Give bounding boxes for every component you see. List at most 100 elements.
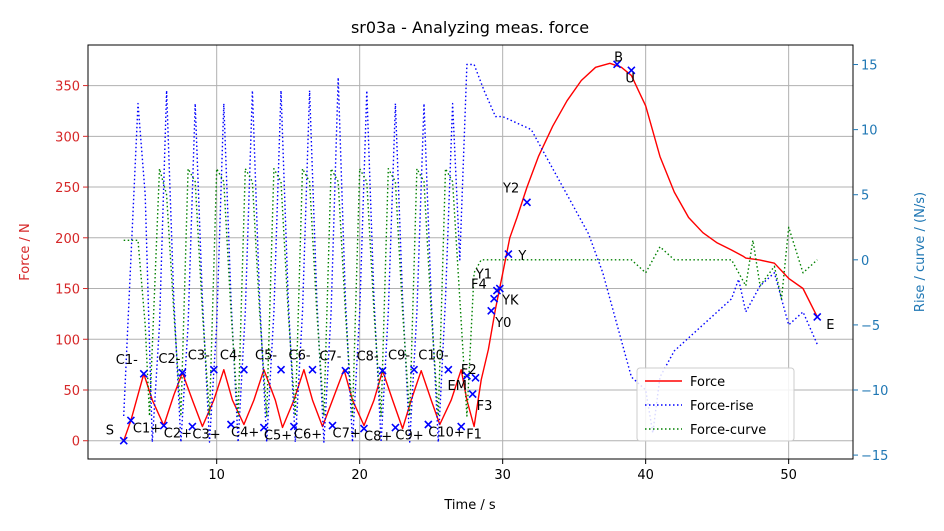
point-marker bbox=[612, 60, 622, 69]
point-label: C4+ bbox=[231, 426, 259, 441]
point-label: F1 bbox=[466, 428, 482, 443]
legend-box bbox=[636, 367, 795, 442]
point-label: C5+ bbox=[264, 429, 292, 444]
point-label: Y1 bbox=[475, 268, 492, 283]
point-marker bbox=[159, 421, 168, 430]
series-line-2 bbox=[123, 167, 818, 417]
point-marker bbox=[504, 249, 513, 259]
point-label: EM bbox=[448, 379, 467, 394]
point-marker bbox=[276, 365, 286, 374]
point-label: C7+ bbox=[333, 427, 361, 442]
x-tick-label: 20 bbox=[351, 468, 368, 483]
point-label: C7- bbox=[319, 350, 341, 365]
point-marker bbox=[209, 365, 218, 374]
y-tick-label-left: 250 bbox=[55, 181, 80, 196]
legend-label-curve: Force-curve bbox=[690, 423, 766, 438]
point-label: C2+ bbox=[164, 427, 192, 442]
y-tick-label-left: 300 bbox=[55, 130, 80, 145]
y-tick-label-right: 0 bbox=[861, 254, 869, 269]
point-label: C10+ bbox=[428, 426, 465, 441]
point-marker bbox=[239, 365, 248, 374]
point-label: S bbox=[106, 424, 114, 439]
point-label: C3+ bbox=[192, 428, 220, 443]
point-marker bbox=[424, 420, 433, 429]
point-marker bbox=[462, 371, 471, 380]
y-tick-label-left: 150 bbox=[55, 283, 80, 298]
point-label: C6- bbox=[289, 349, 311, 364]
point-label: F4 bbox=[471, 278, 487, 293]
point-label: C8+ bbox=[364, 430, 392, 445]
point-marker bbox=[328, 421, 337, 430]
point-marker bbox=[495, 284, 504, 293]
point-label: C5- bbox=[255, 349, 277, 364]
point-marker bbox=[391, 423, 400, 432]
y-axis-label-right: Rise / curve / (N/s) bbox=[913, 192, 928, 312]
point-label: C3- bbox=[188, 349, 210, 364]
point-marker bbox=[487, 306, 496, 315]
point-label: C2- bbox=[158, 352, 180, 367]
legend-label-force: Force bbox=[690, 375, 725, 390]
point-marker bbox=[289, 422, 298, 431]
point-marker bbox=[468, 389, 477, 399]
point-marker bbox=[490, 294, 499, 303]
point-marker bbox=[444, 365, 453, 374]
y-tick-label-left: 100 bbox=[55, 333, 80, 348]
point-label: C1+ bbox=[133, 421, 161, 436]
y-tick-label-left: 0 bbox=[72, 435, 80, 450]
y-tick-label-left: 50 bbox=[63, 384, 80, 399]
point-label: B bbox=[614, 50, 623, 65]
x-tick-label: 10 bbox=[208, 468, 225, 483]
y-tick-label-right: −5 bbox=[861, 319, 880, 334]
y-tick-label-left: 200 bbox=[55, 232, 80, 247]
point-marker bbox=[813, 312, 822, 322]
point-label: E bbox=[826, 318, 834, 333]
point-label: C1- bbox=[116, 353, 138, 368]
point-label: Y bbox=[517, 249, 526, 264]
point-marker bbox=[188, 422, 197, 431]
point-label: YK bbox=[501, 294, 519, 309]
point-marker bbox=[178, 368, 187, 377]
point-label: C9+ bbox=[395, 429, 423, 444]
point-marker bbox=[457, 422, 466, 431]
point-label: C6+ bbox=[294, 428, 322, 443]
series-line-0 bbox=[123, 62, 818, 441]
point-label: U bbox=[625, 71, 635, 86]
point-marker bbox=[139, 369, 148, 378]
point-marker bbox=[359, 424, 369, 433]
point-label: F3 bbox=[477, 399, 493, 414]
point-label: C9- bbox=[388, 349, 410, 364]
legend: Force Force-rise Force-curve bbox=[636, 367, 795, 442]
point-marker bbox=[341, 366, 350, 375]
point-marker bbox=[378, 366, 387, 375]
y-tick-label-left: 350 bbox=[55, 80, 80, 95]
y-axis-label-left: Force / N bbox=[18, 223, 33, 281]
x-tick-label: 40 bbox=[637, 468, 654, 483]
x-tick-label: 50 bbox=[780, 468, 797, 483]
point-marker bbox=[522, 198, 532, 207]
point-label: C10- bbox=[418, 349, 449, 364]
point-label: Y2 bbox=[502, 181, 519, 196]
axes-frame bbox=[87, 44, 854, 460]
y-tick-label-right: −10 bbox=[861, 384, 888, 399]
x-axis-label: Time / s bbox=[443, 498, 495, 513]
point-marker bbox=[126, 416, 135, 425]
point-marker bbox=[308, 365, 317, 374]
y-tick-label-right: 15 bbox=[861, 59, 878, 74]
y-tick-label-right: 5 bbox=[861, 189, 869, 204]
point-marker bbox=[627, 66, 636, 75]
point-marker bbox=[226, 420, 236, 429]
point-marker bbox=[409, 365, 419, 374]
x-tick-label: 30 bbox=[494, 468, 511, 483]
legend-label-rise: Force-rise bbox=[690, 399, 754, 414]
y-tick-label-right: −15 bbox=[861, 449, 888, 464]
y-tick-label-right: 10 bbox=[861, 124, 878, 139]
point-label: C8- bbox=[357, 350, 379, 365]
point-marker bbox=[259, 423, 268, 432]
chart-title: sr03a - Analyzing meas. force bbox=[351, 18, 589, 37]
point-label: Y0 bbox=[494, 316, 511, 331]
point-marker bbox=[471, 373, 480, 382]
plot-area: S C1+ C1- C2+ C2- C3+ C3- C4+ C4- C5+ C5- C6+ C6- C7+… bbox=[55, 44, 888, 483]
point-label: C4- bbox=[220, 349, 242, 364]
